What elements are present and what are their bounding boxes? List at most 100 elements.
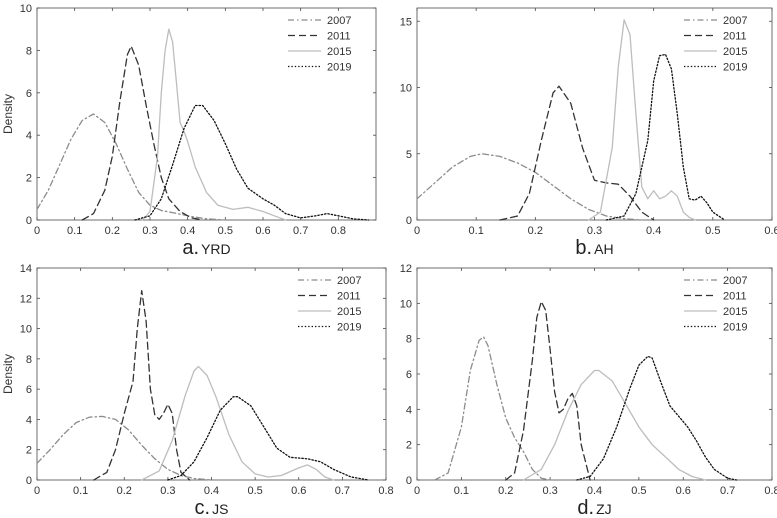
y-tick-label: 2 — [26, 173, 32, 185]
legend-label: 2011 — [723, 31, 747, 43]
y-tick-label: 10 — [400, 83, 412, 95]
x-tick-label: 0.7 — [293, 225, 308, 237]
panel-title: a. YRD — [182, 237, 230, 259]
x-tick-label: 0.3 — [587, 225, 602, 237]
series-line-2011 — [499, 85, 655, 221]
plot-frame — [36, 267, 387, 481]
series-line-2015 — [522, 369, 707, 481]
legend-label: 2015 — [337, 306, 361, 318]
x-tick-label: 0.3 — [542, 485, 557, 497]
y-tick-label: 0 — [26, 475, 32, 487]
series-line-2019 — [605, 53, 726, 221]
y-tick-label: 10 — [20, 324, 32, 336]
series-line-2007 — [434, 336, 551, 481]
series-line-2007 — [36, 113, 226, 221]
series-line-2019 — [576, 355, 738, 481]
y-tick-label: 10 — [400, 298, 412, 310]
series-line-2019 — [167, 396, 370, 481]
x-tick-label: 0.8 — [378, 485, 393, 497]
x-tick-label: 0.8 — [331, 225, 346, 237]
legend-label: 2011 — [337, 291, 361, 303]
panel-4: 0 0.1 0.2 0.3 0.4 0.5 0.6 0.7 0.8 0 2 4 6 8 10 12 2007 20… — [400, 263, 777, 518]
legend-label: 2019 — [723, 322, 747, 334]
panel-1: 0 0.1 0.2 0.3 0.4 0.5 0.6 0.7 0.8 0 2 4 6 8 10 Density 2… — [1, 3, 377, 259]
y-tick-label: 4 — [26, 414, 32, 426]
panel-2: 0 0.1 0.2 0.3 0.4 0.5 0.6 0 5 10 15 2007 2011 2015 201… — [400, 7, 777, 259]
y-tick-label: 0 — [406, 215, 412, 227]
legend-label: 2019 — [723, 62, 747, 74]
y-tick-label: 10 — [20, 3, 32, 15]
plot-frame — [416, 7, 773, 221]
x-tick-label: 0 — [34, 225, 40, 237]
x-tick-label: 0.8 — [764, 485, 777, 497]
y-tick-label: 2 — [26, 445, 32, 457]
panel-name: AH — [594, 241, 613, 257]
x-tick-label: 0.5 — [218, 225, 233, 237]
y-axis-label: Density — [1, 94, 15, 134]
x-tick-label: 0.5 — [705, 225, 720, 237]
panel-title: c. JS — [195, 497, 229, 518]
panel-3: 0 0.1 0.2 0.3 0.4 0.5 0.6 0.7 0.8 0 2 4 6 8 10 12 14 Dens… — [1, 263, 394, 518]
x-tick-label: 0.6 — [764, 225, 777, 237]
x-tick-label: 0.5 — [631, 485, 646, 497]
x-tick-label: 0.4 — [204, 485, 219, 497]
x-tick-label: 0 — [414, 485, 420, 497]
x-tick-label: 0.5 — [247, 485, 262, 497]
panel-title: b. AH — [575, 237, 613, 259]
x-tick-label: 0.4 — [646, 225, 661, 237]
series-line-2011 — [505, 300, 591, 481]
y-tick-label: 0 — [26, 215, 32, 227]
x-tick-label: 0.1 — [454, 485, 469, 497]
x-tick-label: 0.2 — [528, 225, 543, 237]
legend-label: 2015 — [327, 46, 351, 58]
y-tick-label: 0 — [406, 475, 412, 487]
x-tick-label: 0.2 — [498, 485, 513, 497]
series-line-2011 — [81, 45, 204, 221]
y-tick-label: 2 — [406, 440, 412, 452]
legend-label: 2011 — [327, 31, 351, 43]
y-tick-label: 6 — [406, 369, 412, 381]
x-tick-label: 0.1 — [67, 225, 82, 237]
x-tick-label: 0.7 — [720, 485, 735, 497]
x-tick-label: 0.6 — [255, 225, 270, 237]
y-tick-label: 15 — [400, 16, 412, 28]
legend-label: 2007 — [337, 275, 361, 287]
x-tick-label: 0.1 — [469, 225, 484, 237]
panel-name: YRD — [201, 241, 231, 257]
y-tick-label: 4 — [26, 130, 32, 142]
x-tick-label: 0.2 — [105, 225, 120, 237]
x-tick-label: 0 — [34, 485, 40, 497]
x-tick-label: 0.3 — [160, 485, 175, 497]
panel-letter: d. — [577, 497, 594, 518]
y-tick-label: 5 — [406, 149, 412, 161]
panel-name: JS — [212, 501, 228, 517]
panel-letter: c. — [195, 497, 211, 518]
series-line-2007 — [416, 153, 643, 221]
panel-title: d. ZJ — [577, 497, 611, 518]
series-line-2015 — [141, 365, 335, 481]
series-line-2007 — [36, 415, 213, 481]
series-line-2015 — [587, 19, 696, 221]
panel-letter: a. — [182, 237, 199, 259]
y-tick-label: 8 — [26, 45, 32, 57]
series-line-2015 — [141, 28, 287, 221]
legend-label: 2011 — [723, 291, 747, 303]
legend-label: 2015 — [723, 46, 747, 58]
plot-frame — [36, 7, 377, 221]
x-tick-label: 0.2 — [117, 485, 132, 497]
y-tick-label: 8 — [26, 354, 32, 366]
panel-letter: b. — [575, 237, 592, 259]
y-tick-label: 12 — [20, 293, 32, 305]
legend-label: 2019 — [327, 62, 351, 74]
legend-label: 2007 — [327, 15, 351, 27]
x-tick-label: 0.3 — [142, 225, 157, 237]
y-tick-label: 4 — [406, 404, 412, 416]
legend-label: 2007 — [723, 15, 747, 27]
series-line-2011 — [93, 290, 191, 481]
x-tick-label: 0.6 — [676, 485, 691, 497]
y-tick-label: 8 — [406, 334, 412, 346]
legend-label: 2015 — [723, 306, 747, 318]
x-tick-label: 0.7 — [335, 485, 350, 497]
x-tick-label: 0.6 — [291, 485, 306, 497]
